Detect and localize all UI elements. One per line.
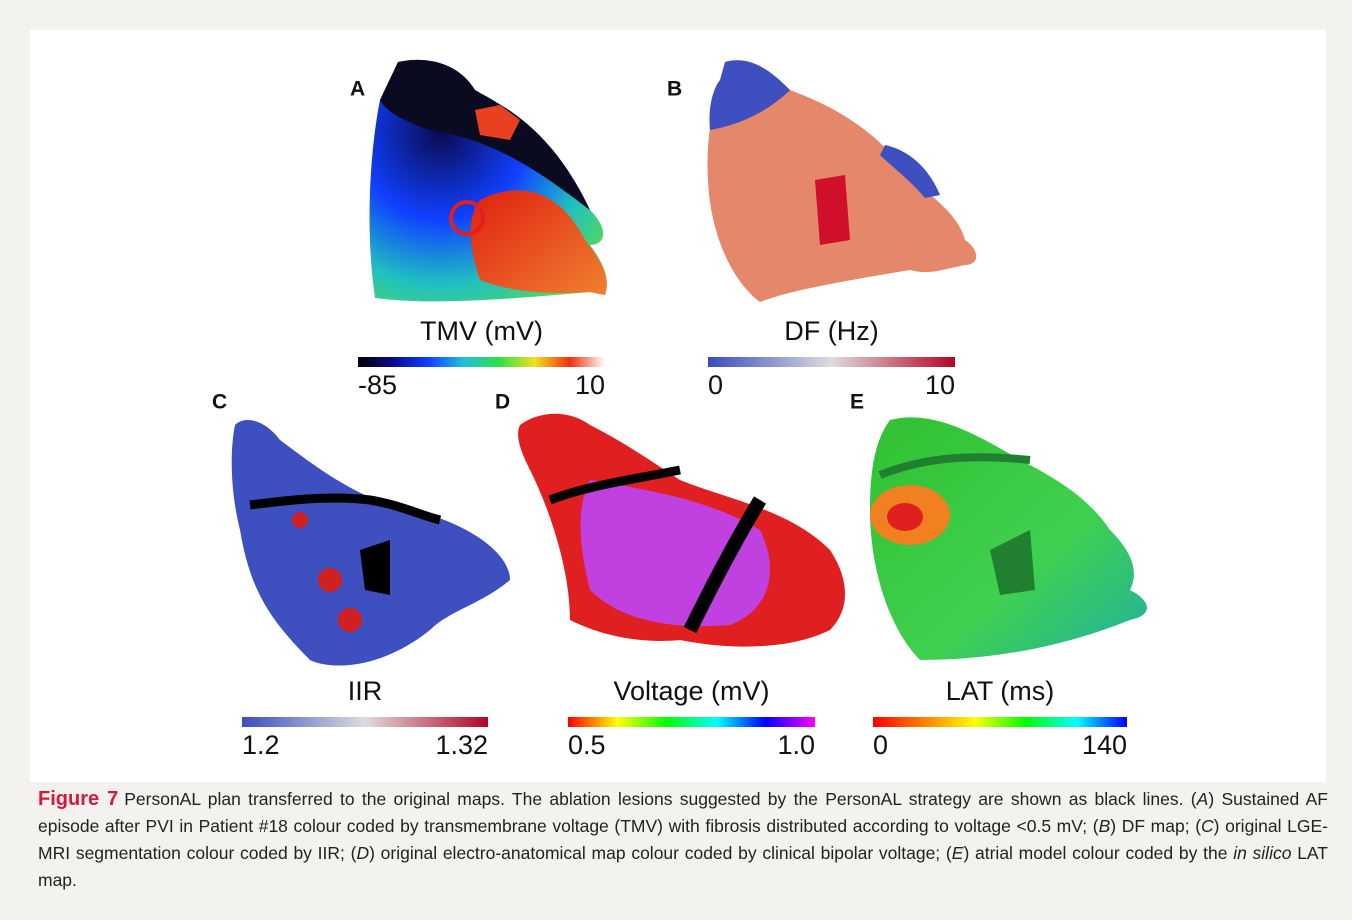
colorbar-min: -85 xyxy=(358,370,397,400)
colorbar-title: LAT (ms) xyxy=(946,676,1055,706)
figure: A TMV (mV) -85 10 B DF (Hz) 0 10 C IIR 1.2 1.32 D Vol… xyxy=(30,30,1326,782)
panel-letter: C xyxy=(212,391,227,414)
colorbar-max: 10 xyxy=(925,370,955,400)
colorbar-title: IIR xyxy=(348,676,383,706)
colorbar-min: 1.2 xyxy=(242,730,280,760)
caption-text: B xyxy=(1099,816,1111,836)
caption-text: D xyxy=(356,843,369,863)
fibrosis-c xyxy=(338,608,362,632)
caption-text: A xyxy=(1197,789,1209,809)
caption-text: in silico xyxy=(1233,843,1291,863)
colorbar-title: DF (Hz) xyxy=(784,316,878,346)
panel-letter: B xyxy=(667,78,682,101)
panel-letter: E xyxy=(850,391,864,414)
colorbar-min: 0 xyxy=(873,730,888,760)
panel-letter: A xyxy=(350,78,365,101)
colorbar-max: 140 xyxy=(1082,730,1127,760)
caption-text: C xyxy=(1201,816,1214,836)
fibrosis-c xyxy=(318,568,342,592)
atrium-e-early-core xyxy=(887,503,923,531)
colorbar-title: TMV (mV) xyxy=(420,316,543,346)
colorbar-min: 0.5 xyxy=(568,730,606,760)
fibrosis-c xyxy=(292,512,308,528)
caption-text: E xyxy=(952,843,964,863)
colorbar-max: 10 xyxy=(575,370,605,400)
caption-text: ) atrial model colour coded by the xyxy=(963,843,1233,863)
colorbar xyxy=(708,357,955,367)
panel-letter: D xyxy=(495,391,510,414)
page: A TMV (mV) -85 10 B DF (Hz) 0 10 C IIR 1.2 1.32 D Vol… xyxy=(0,0,1352,920)
colorbar xyxy=(873,717,1127,727)
caption-text: ) DF map; ( xyxy=(1110,816,1201,836)
colorbar xyxy=(242,717,488,727)
colorbar-min: 0 xyxy=(708,370,723,400)
colorbar xyxy=(568,717,815,727)
atrium-b-red xyxy=(815,175,850,245)
colorbar-title: Voltage (mV) xyxy=(613,676,769,706)
colorbar-max: 1.0 xyxy=(777,730,815,760)
caption-text: ) original electro-anatomical map colour… xyxy=(369,843,952,863)
colorbar-max: 1.32 xyxy=(435,730,488,760)
caption-text: PersonAL plan transferred to the origina… xyxy=(124,789,1196,809)
caption: Figure 7 PersonAL plan transferred to the… xyxy=(38,786,1328,894)
colorbar xyxy=(358,357,605,367)
caption-label: Figure 7 xyxy=(38,788,118,810)
